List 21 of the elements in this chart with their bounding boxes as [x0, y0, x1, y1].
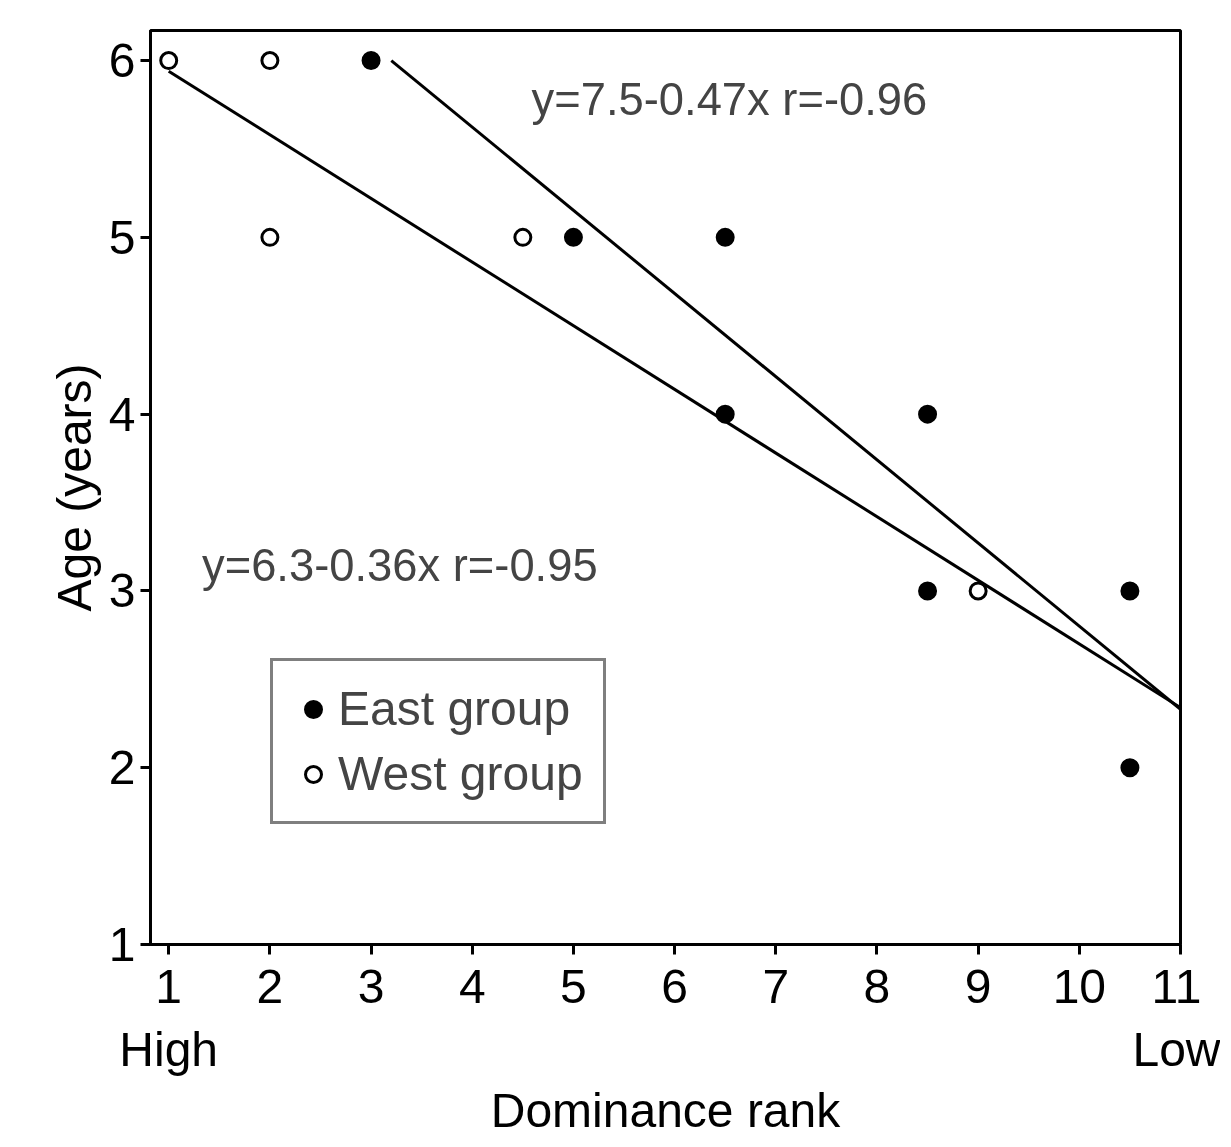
- x-tick-label: 5: [560, 959, 587, 1013]
- y-tick-label: 4: [108, 387, 136, 441]
- annotation: y=7.5-0.47x r=-0.96: [531, 73, 928, 125]
- y-tick-label: 2: [108, 741, 136, 795]
- x-tick-label: 7: [762, 959, 790, 1013]
- x-tick-label: 2: [256, 959, 284, 1013]
- x-tick-label: 3: [357, 959, 385, 1013]
- x-tick-label: 10: [1052, 959, 1107, 1013]
- legend-label: West group: [338, 746, 583, 801]
- x-tick-label: 6: [661, 959, 688, 1013]
- x-axis-title: Dominance rank: [490, 1084, 842, 1138]
- legend-label: East group: [338, 681, 571, 736]
- y-tick-label: 3: [108, 564, 136, 618]
- x-tick-label: 4: [458, 959, 486, 1013]
- annotation: y=6.3-0.36x r=-0.95: [202, 539, 598, 591]
- x-tick-label: 9: [964, 959, 992, 1013]
- y-tick-label: 5: [108, 210, 136, 264]
- x-tick-label: 8: [863, 959, 891, 1013]
- y-tick-label: 1: [108, 918, 136, 971]
- y-axis-title: Age (years): [47, 363, 101, 612]
- y-tick-label: 6: [108, 34, 136, 88]
